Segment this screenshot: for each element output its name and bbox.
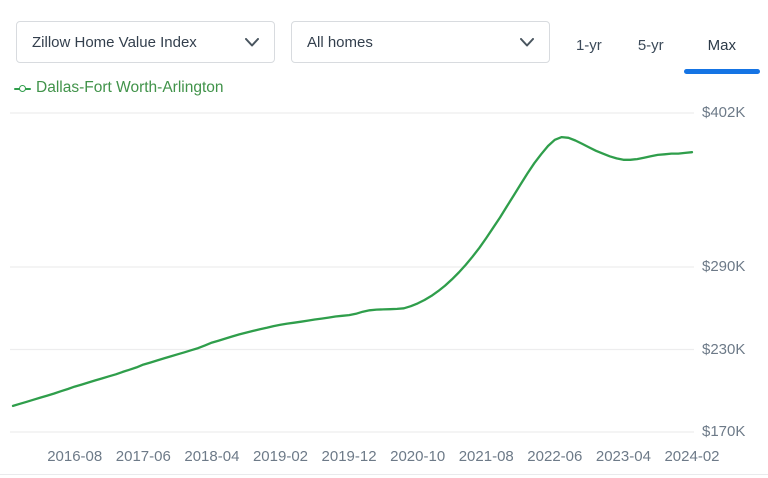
x-tick-label: 2022-06 [527,448,583,465]
tab-1yr[interactable]: 1-yr [558,25,620,67]
tab-active-underline [683,68,760,74]
chevron-down-icon [245,37,259,47]
series-marker-icon [14,84,31,93]
tab-max[interactable]: Max [682,25,762,74]
x-tick-label: 2023-04 [595,448,651,465]
metric-dropdown-value: Zillow Home Value Index [32,33,197,51]
time-range-tabs: 1-yr 5-yr Max [558,21,768,74]
chevron-down-icon [520,37,534,47]
x-tick-label: 2020-10 [390,448,446,465]
tab-5yr-label: 5-yr [637,37,664,54]
x-tick-label: 2019-02 [252,448,309,465]
x-tick-label: 2018-04 [184,448,240,465]
series-line-dallas [11,135,694,408]
legend-series-label: Dallas-Fort Worth-Arlington [36,79,224,96]
y-tick-label: $230K [702,340,746,358]
x-tick-label: 2024-02 [664,448,720,465]
y-tick-label: $290K [702,258,746,275]
tab-1yr-label: 1-yr [575,37,602,54]
home-type-dropdown-value: All homes [307,33,373,51]
home-type-dropdown[interactable]: All homes [291,21,550,63]
x-tick-label: 2021-08 [458,448,514,465]
metric-dropdown[interactable]: Zillow Home Value Index [16,21,275,63]
y-tick-label: $170K [702,423,746,440]
bottom-divider [0,474,768,475]
x-tick-label: 2016-08 [47,448,103,465]
x-tick-label: 2019-12 [321,448,377,465]
tab-max-label: Max [707,37,736,54]
y-tick-label: $402K [702,104,746,121]
x-tick-label: 2017-06 [115,448,171,465]
legend-item-dallas[interactable]: Dallas-Fort Worth-Arlington [14,79,224,97]
tab-5yr[interactable]: 5-yr [620,25,682,67]
